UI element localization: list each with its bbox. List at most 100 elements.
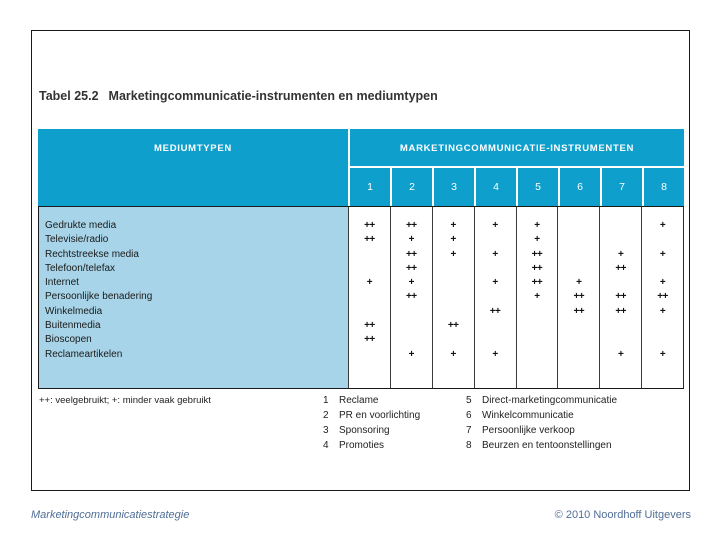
instrument-column: + ++ ++ ++ + [599, 207, 641, 388]
rating-value [475, 233, 516, 247]
rating-value: + [492, 277, 498, 289]
header-mediumtypen: MEDIUMTYPEN [38, 129, 348, 206]
rating-value [475, 319, 516, 333]
legend-item-label: Beurzen en tentoonstellingen [482, 440, 612, 451]
instrument-number: 8 [644, 168, 684, 206]
rating-value: ++ [405, 248, 417, 260]
table-header: MEDIUMTYPEN MARKETINGCOMMUNICATIE-INSTRU… [38, 129, 684, 206]
rating-value: + [492, 220, 498, 231]
rating-value [642, 333, 683, 347]
rating-value [517, 319, 558, 333]
mediumtype-label: Rechtstreekse media [45, 248, 139, 260]
legend-item-label: Reclame [339, 395, 379, 406]
legend-col-1: 1 Reclame 2 PR en voorlichting 3 Sponsoring 4 P… [323, 393, 466, 453]
rating-value: + [534, 291, 540, 303]
legend-item-label: Sponsoring [339, 425, 390, 436]
rating-value [600, 333, 641, 347]
rating-value: + [576, 277, 582, 289]
instrument-column: + + ++ ++ ++ + [515, 207, 558, 388]
legend-item-label: PR en voorlichting [339, 410, 421, 421]
rating-value: ++ [364, 320, 375, 332]
mediumtype-labels: Gedrukte media Televisie/radio Rechtstreek… [38, 207, 348, 388]
table-title: Marketingcommunicatie-instrumenten en me… [108, 89, 438, 103]
instrument-number: 6 [560, 168, 600, 206]
rating-value: + [659, 348, 666, 360]
rating-value: + [450, 348, 457, 360]
rating-value [433, 262, 474, 276]
legend-col-2: 5 Direct-marketingcommunicatie 6 Winkelcomm… [466, 393, 696, 453]
table-number: Tabel 25.2 [39, 89, 99, 103]
mediumtype-label: Winkelmedia [45, 305, 103, 317]
instrument-column: + + + ++ + [431, 207, 474, 388]
rating-value [349, 290, 390, 304]
rating-value [391, 305, 432, 319]
rating-value [349, 305, 390, 319]
rating-value [517, 305, 558, 319]
rating-value [433, 333, 474, 347]
legend-item-number: 8 [466, 440, 472, 451]
rating-value: ++ [573, 291, 585, 303]
rating-value: + [618, 248, 624, 260]
footer-book-title: Marketingcommunicatiestrategie [31, 509, 190, 521]
rating-value: + [408, 348, 415, 360]
rating-value [558, 319, 599, 333]
rating-value [349, 348, 390, 362]
legend-item-number: 1 [323, 395, 329, 406]
rating-value: + [492, 348, 498, 360]
rating-value [517, 348, 558, 362]
rating-value: ++ [364, 220, 375, 231]
rating-value [517, 333, 558, 347]
legend-item: 8 Beurzen en tentoonstellingen [466, 438, 696, 453]
rating-value: ++ [489, 305, 501, 317]
mediumtype-label: Gedrukte media [45, 220, 117, 231]
rating-value: + [408, 277, 415, 289]
instrument-number: 5 [518, 168, 558, 206]
rating-value: + [659, 248, 666, 260]
instrument-column: ++ ++ + ++ ++ [348, 207, 390, 388]
instrument-column: + ++ ++ [557, 207, 599, 388]
legend-item-number: 6 [466, 410, 472, 421]
instrument-column: + + + ++ + [473, 207, 516, 388]
rating-value [558, 233, 599, 247]
rating-value: ++ [573, 305, 585, 317]
rating-value [558, 333, 599, 347]
mediumtype-label: Telefoon/telefax [45, 262, 116, 274]
rating-value: ++ [364, 334, 375, 346]
rating-value [391, 319, 432, 333]
rating-value: + [450, 248, 457, 260]
instrument-number: 4 [476, 168, 516, 206]
rating-value: + [492, 248, 498, 260]
legend-item-label: Direct-marketingcommunicatie [482, 395, 618, 406]
rating-value [349, 262, 390, 276]
rating-value [558, 248, 599, 262]
rating-value [475, 290, 516, 304]
legend-item: 5 Direct-marketingcommunicatie [466, 393, 696, 408]
legend-item: 6 Winkelcommunicatie [466, 408, 696, 423]
rating-value: ++ [615, 305, 627, 317]
rating-value: + [534, 234, 540, 246]
header-instruments: MARKETINGCOMMUNICATIE-INSTRUMENTEN [350, 129, 684, 166]
rating-value [558, 219, 599, 233]
rating-value [558, 348, 599, 362]
mediumtypen-table: MEDIUMTYPEN MARKETINGCOMMUNICATIE-INSTRU… [38, 129, 684, 389]
instrument-number: 2 [392, 168, 432, 206]
rating-value: ++ [364, 234, 375, 246]
rating-value [642, 233, 683, 247]
rating-value [600, 276, 641, 290]
instrument-number: 3 [434, 168, 474, 206]
rating-value: ++ [405, 262, 417, 274]
legend-item: 4 Promoties [323, 438, 466, 453]
footer-copyright: © 2010 Noordhoff Uitgevers [554, 509, 691, 521]
rating-value: + [659, 277, 666, 289]
rating-value: ++ [657, 291, 668, 303]
rating-value: ++ [531, 248, 543, 260]
table-body: Gedrukte media Televisie/radio Rechtstreek… [38, 206, 684, 389]
legend-item-number: 4 [323, 440, 329, 451]
legend-item: 7 Persoonlijke verkoop [466, 423, 696, 438]
table-caption: Tabel 25.2 Marketingcommunicatie-instrume… [39, 89, 438, 103]
rating-value: + [450, 234, 457, 246]
rating-value [600, 219, 641, 233]
rating-value [475, 333, 516, 347]
rating-value [600, 233, 641, 247]
